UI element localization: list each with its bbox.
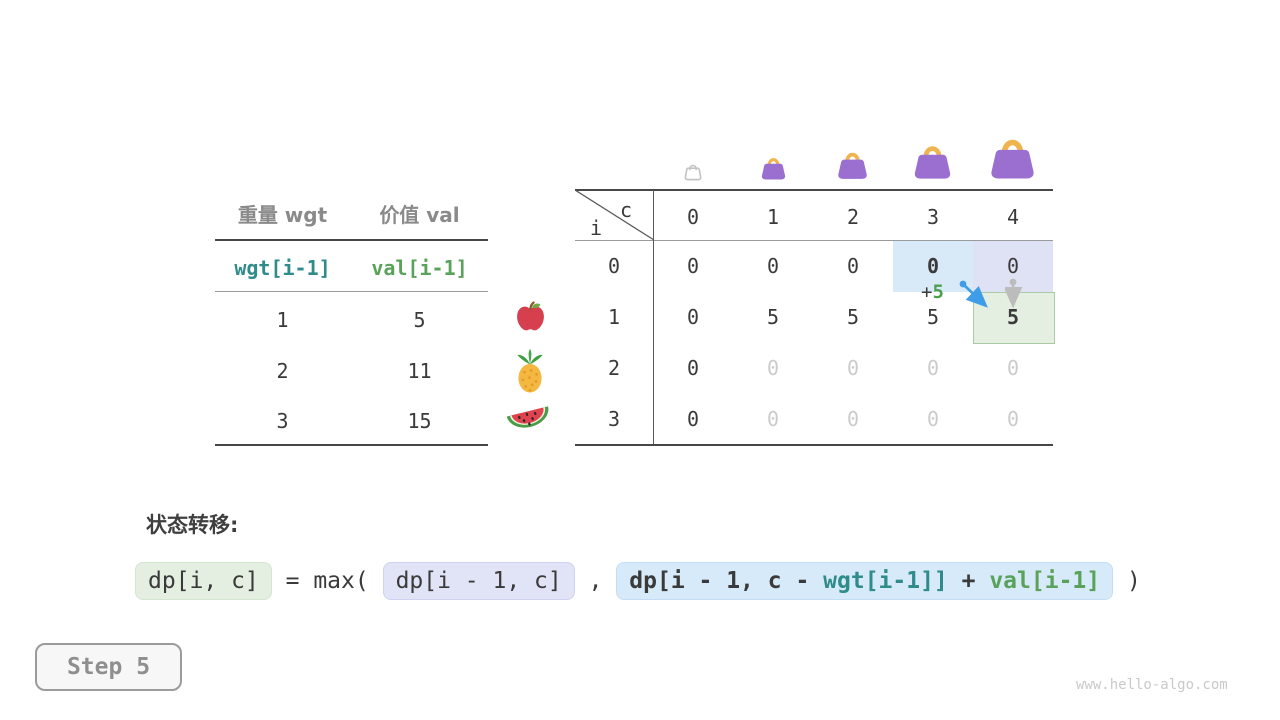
arrow-take-item-icon xyxy=(959,280,988,308)
bag-icon-3 xyxy=(914,146,951,179)
dp-row-header: 3 xyxy=(607,407,621,431)
watermelon-icon xyxy=(506,406,549,428)
dp-row-header: 0 xyxy=(607,254,621,278)
dp-col-header: 3 xyxy=(926,205,940,229)
step-button-label: Step 5 xyxy=(66,654,151,680)
dp-row-header: 1 xyxy=(607,305,621,329)
formula-eq-max: = max( xyxy=(271,568,383,594)
dp-cell: 0 xyxy=(766,407,780,431)
dp-cell: 0 xyxy=(686,356,700,380)
dp-table-line-vertical xyxy=(653,190,654,444)
transition-formula: dp[i, c] = max( dp[i - 1, c] , dp[i - 1,… xyxy=(135,562,1141,600)
transition-label: 状态转移: xyxy=(146,513,239,537)
dp-cell: 5 xyxy=(926,305,940,329)
dp-cell: 0 xyxy=(766,254,780,278)
dp-cell: 0 xyxy=(686,407,700,431)
dp-row-header: 2 xyxy=(607,356,621,380)
dp-col-header: 1 xyxy=(766,205,780,229)
item-row-val: 11 xyxy=(407,359,432,383)
formula-option2-wgt: wgt[i-1]] xyxy=(823,568,948,594)
empty-bag-icon xyxy=(684,164,702,181)
formula-close-paren: ) xyxy=(1113,568,1141,594)
formula-option2-chip: dp[i - 1, c - wgt[i-1]] + val[i-1] xyxy=(616,562,1114,600)
dp-cell: 0 xyxy=(846,254,860,278)
formula-option2-plus: + xyxy=(947,568,990,594)
dp-cell: 0 xyxy=(1006,356,1020,380)
dp-table-rule-header xyxy=(575,240,1053,241)
dp-cell: 0 xyxy=(686,254,700,278)
bag-icon-4 xyxy=(991,139,1034,179)
apple-icon xyxy=(517,301,544,331)
dp-cell: 0 xyxy=(766,356,780,380)
dp-corner-col-label: c xyxy=(620,198,633,222)
dp-col-header: 0 xyxy=(686,205,700,229)
dp-col-header: 4 xyxy=(1006,205,1020,229)
pineapple-icon xyxy=(517,349,543,393)
plus-sign: + xyxy=(921,281,933,303)
dp-table-rule-bottom xyxy=(575,444,1053,446)
formula-option2-dp: dp[i - 1, c - xyxy=(629,568,824,594)
formula-lhs-chip: dp[i, c] xyxy=(135,562,272,600)
dp-cell: 0 xyxy=(686,305,700,329)
dp-cell-current: 5 xyxy=(1006,305,1020,329)
step-button[interactable]: Step 5 xyxy=(35,643,182,691)
item-row-val: 5 xyxy=(413,308,426,332)
items-formula-wgt: wgt[i-1] xyxy=(234,256,331,280)
dp-cell: 0 xyxy=(846,356,860,380)
items-table-rule-bottom xyxy=(215,444,488,446)
dp-corner-diagonal xyxy=(575,190,655,241)
item-row-wgt: 3 xyxy=(276,409,289,433)
bag-icon-2 xyxy=(838,152,867,179)
dp-cell-source-blue: 0 xyxy=(926,254,940,278)
dp-cell: 5 xyxy=(846,305,860,329)
dp-corner-row-label: i xyxy=(590,216,603,240)
items-col-header-weight: 重量 wgt xyxy=(237,203,328,227)
dp-cell: 0 xyxy=(926,356,940,380)
formula-option2-val: val[i-1] xyxy=(989,568,1101,594)
dp-cell: 0 xyxy=(926,407,940,431)
dp-col-header: 2 xyxy=(846,205,860,229)
dp-cell: 5 xyxy=(766,305,780,329)
dp-table-rule-top xyxy=(575,189,1053,191)
items-formula-val: val[i-1] xyxy=(371,256,468,280)
items-table-rule-top xyxy=(215,239,488,241)
plus-value-annotation: +5 xyxy=(921,281,944,303)
arrow-skip-item-icon xyxy=(1005,278,1023,309)
formula-option1-chip: dp[i - 1, c] xyxy=(382,562,575,600)
items-col-header-value: 价值 val xyxy=(379,203,460,227)
added-value: 5 xyxy=(932,281,944,303)
items-table-rule-mid xyxy=(215,291,488,292)
item-row-wgt: 1 xyxy=(276,308,289,332)
bag-icon-1 xyxy=(761,158,786,180)
dp-cell: 0 xyxy=(1006,407,1020,431)
dp-cell-source-gray: 0 xyxy=(1006,254,1020,278)
item-row-val: 15 xyxy=(407,409,432,433)
dp-cell: 0 xyxy=(846,407,860,431)
formula-comma: , xyxy=(574,568,617,594)
item-row-wgt: 2 xyxy=(276,359,289,383)
watermark: www.hello-algo.com xyxy=(1076,677,1228,693)
